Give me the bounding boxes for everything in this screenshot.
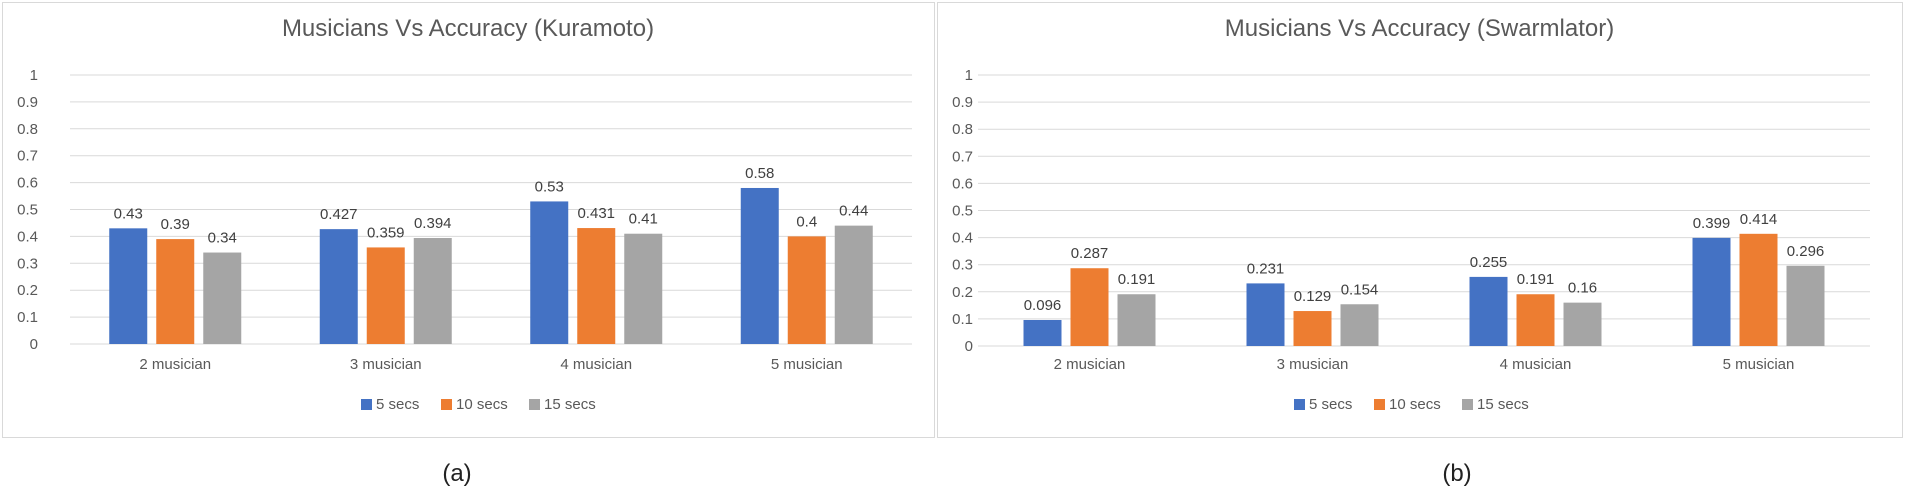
- data-label: 0.41: [629, 211, 658, 228]
- y-tick-label: 0.9: [17, 94, 38, 111]
- bar: [1786, 265, 1825, 346]
- x-category-label: 4 musician: [560, 356, 632, 373]
- data-label: 0.359: [367, 224, 405, 241]
- x-category-label: 3 musician: [350, 356, 422, 373]
- bar: [319, 229, 358, 344]
- bar: [1246, 283, 1285, 346]
- y-tick-label: 0.5: [952, 203, 973, 220]
- y-tick-label: 0.3: [17, 255, 38, 272]
- bar: [203, 252, 242, 344]
- legend-swatch: [1294, 399, 1305, 410]
- legend-label: 10 secs: [1389, 396, 1441, 413]
- data-label: 0.399: [1693, 215, 1731, 232]
- y-tick-label: 0.7: [17, 148, 38, 165]
- y-tick-label: 0.7: [952, 148, 973, 165]
- data-label: 0.191: [1517, 271, 1555, 288]
- bar: [156, 239, 195, 344]
- legend-swatch: [1462, 399, 1473, 410]
- data-label: 0.287: [1071, 245, 1109, 262]
- y-tick-label: 1: [30, 67, 38, 84]
- bar: [1739, 233, 1778, 346]
- chart-title: Musicians Vs Accuracy (Swarmlator): [1225, 15, 1614, 42]
- bar: [530, 201, 569, 344]
- x-category-label: 2 musician: [139, 356, 211, 373]
- bar: [1117, 294, 1156, 346]
- bar: [787, 236, 826, 344]
- x-category-label: 5 musician: [771, 356, 843, 373]
- y-tick-label: 0: [30, 336, 38, 353]
- y-tick-label: 0.1: [17, 309, 38, 326]
- data-label: 0.58: [745, 165, 774, 182]
- chart-title: Musicians Vs Accuracy (Kuramoto): [282, 15, 654, 42]
- legend-label: 5 secs: [376, 396, 419, 413]
- data-label: 0.44: [839, 203, 868, 220]
- data-label: 0.129: [1294, 288, 1332, 305]
- y-tick-label: 0.4: [952, 230, 973, 247]
- y-tick-label: 0: [965, 338, 973, 355]
- legend-label: 15 secs: [1477, 396, 1529, 413]
- y-tick-label: 0.2: [17, 282, 38, 299]
- bar: [109, 228, 148, 344]
- bar: [1692, 237, 1731, 346]
- data-label: 0.39: [161, 216, 190, 233]
- legend-label: 15 secs: [544, 396, 596, 413]
- legend-swatch: [361, 399, 372, 410]
- bar: [1469, 276, 1508, 346]
- data-label: 0.394: [414, 215, 452, 232]
- legend-label: 10 secs: [456, 396, 508, 413]
- x-category-label: 4 musician: [1500, 356, 1572, 373]
- data-label: 0.431: [577, 205, 615, 222]
- bar: [1340, 304, 1379, 346]
- bar: [577, 228, 616, 344]
- bar: [413, 238, 452, 344]
- y-tick-label: 0.8: [952, 121, 973, 138]
- legend-swatch: [441, 399, 452, 410]
- data-label: 0.16: [1568, 280, 1597, 297]
- data-label: 0.34: [208, 230, 237, 247]
- y-tick-label: 0.3: [952, 257, 973, 274]
- bar: [624, 233, 663, 344]
- data-label: 0.43: [114, 205, 143, 222]
- x-category-label: 3 musician: [1277, 356, 1349, 373]
- y-tick-label: 0.1: [952, 311, 973, 328]
- y-tick-label: 0.9: [952, 94, 973, 111]
- chart-b: 0 0.1 0.2 0.3 0.4 0.5 0.6 0.7 0.8 0.9 1 Musicians V…: [937, 2, 1903, 438]
- y-tick-label: 0.8: [17, 121, 38, 138]
- data-label: 0.096: [1024, 297, 1062, 314]
- bar: [740, 187, 779, 344]
- legend-swatch: [529, 399, 540, 410]
- bar: [1070, 268, 1109, 346]
- data-label: 0.231: [1247, 260, 1285, 277]
- y-tick-label: 1: [965, 67, 973, 84]
- bar: [1563, 302, 1602, 346]
- legend: 5 secs 10 secs 15 secs: [361, 396, 596, 413]
- y-tick-label: 0.2: [952, 284, 973, 301]
- bar: [366, 247, 405, 344]
- legend: 5 secs 10 secs 15 secs: [1294, 396, 1529, 413]
- x-category-label: 2 musician: [1054, 356, 1126, 373]
- bar: [1516, 294, 1555, 346]
- figure-caption: (b): [1442, 460, 1471, 487]
- data-label: 0.53: [535, 178, 564, 195]
- x-category-label: 5 musician: [1723, 356, 1795, 373]
- data-label: 0.255: [1470, 254, 1508, 271]
- data-label: 0.414: [1740, 211, 1778, 228]
- legend-swatch: [1374, 399, 1385, 410]
- chart-a: 0 0.1 0.2 0.3 0.4 0.5 0.6 0.7 0.8 0.9 1 Musicians V…: [2, 2, 935, 438]
- y-tick-label: 0.5: [17, 202, 38, 219]
- data-label: 0.296: [1787, 243, 1825, 260]
- bar: [1293, 311, 1332, 346]
- data-label: 0.4: [796, 213, 817, 230]
- figure-caption: (a): [442, 460, 471, 487]
- legend-label: 5 secs: [1309, 396, 1352, 413]
- bar: [1023, 319, 1062, 346]
- y-tick-label: 0.4: [17, 228, 38, 245]
- data-label: 0.154: [1341, 281, 1379, 298]
- data-label: 0.191: [1118, 271, 1156, 288]
- y-tick-label: 0.6: [17, 175, 38, 192]
- y-tick-label: 0.6: [952, 175, 973, 192]
- data-label: 0.427: [320, 206, 358, 223]
- bar: [834, 225, 873, 344]
